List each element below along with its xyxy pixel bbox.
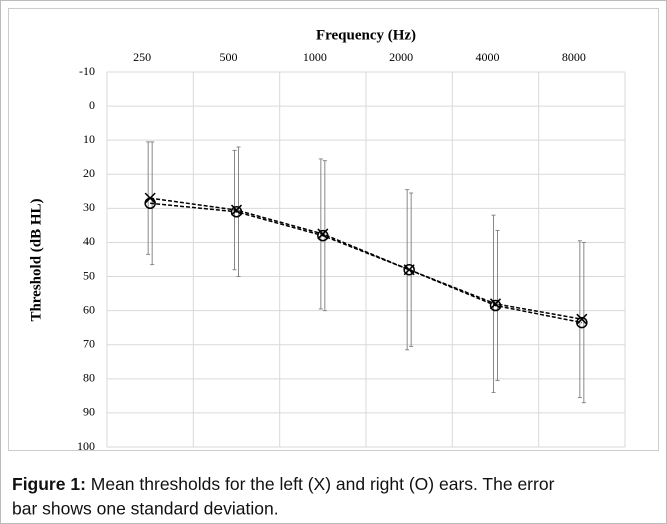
- y-tick-label: 70: [83, 336, 95, 350]
- caption-line-2: bar shows one standard deviation.: [12, 499, 279, 519]
- x-tick-label: 4000: [476, 50, 500, 64]
- series-line: [150, 202, 582, 324]
- caption-label: Figure 1:: [12, 474, 86, 494]
- x-marker-stroke: [317, 228, 329, 240]
- x-marker-stroke: [230, 204, 243, 216]
- o-marker: [317, 229, 329, 242]
- o-marker: [489, 299, 502, 312]
- x-tick-label: 1000: [303, 50, 327, 64]
- y-tick-label: 20: [83, 166, 95, 180]
- x-marker-stroke: [489, 298, 502, 310]
- y-tick-label: -10: [79, 64, 95, 78]
- y-tick-label: 90: [83, 405, 95, 419]
- y-tick-label: 40: [83, 234, 95, 248]
- y-tick-label: 10: [83, 132, 95, 146]
- error-bar: [581, 241, 586, 404]
- error-bar: [577, 240, 582, 399]
- series-line: [150, 197, 582, 320]
- y-tick-label: 30: [83, 200, 95, 214]
- o-marker: [144, 197, 156, 209]
- y-tick-label: 80: [83, 371, 95, 385]
- chart-title: Frequency (Hz): [316, 27, 416, 43]
- x-tick-label: 500: [220, 50, 238, 64]
- caption-text: Mean thresholds for the left (X) and rig…: [86, 474, 555, 494]
- o-marker: [576, 316, 588, 329]
- y-tick-label: 60: [83, 302, 95, 316]
- x-tick-label: 8000: [562, 50, 586, 64]
- caption-line: Figure 1: Mean thresholds for the left (…: [12, 474, 555, 494]
- x-tick-label: 250: [133, 50, 151, 64]
- plot: -10 0 10 20 30 40 50 60 70 80 90 100 250 500 1000 2000 4…: [77, 50, 626, 453]
- x-tick-label: 2000: [389, 50, 413, 64]
- o-marker: [403, 263, 415, 276]
- y-tick-label: 0: [89, 98, 95, 112]
- y-tick-label: 100: [77, 439, 95, 453]
- chart-border: [8, 8, 659, 451]
- o-marker: [230, 206, 243, 218]
- y-tick-label: 50: [83, 268, 95, 282]
- y-axis-label: Threshold (dB HL): [28, 198, 44, 321]
- x-marker: [489, 298, 502, 310]
